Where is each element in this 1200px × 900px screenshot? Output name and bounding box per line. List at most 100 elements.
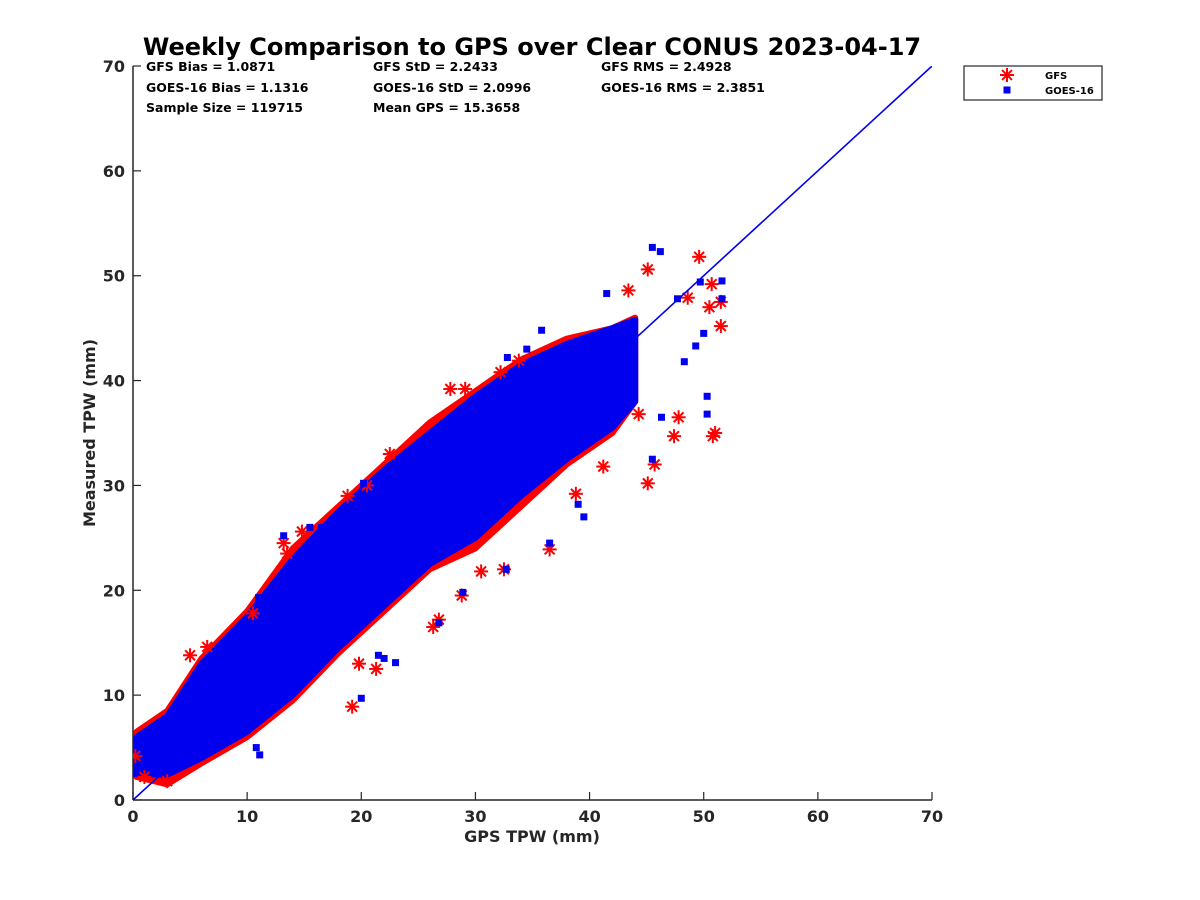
gfs-point xyxy=(702,300,717,315)
gfs-std-text: GFS StD = 2.2433 xyxy=(373,59,498,74)
goes16-point xyxy=(680,358,688,366)
goes16-point xyxy=(255,594,263,602)
gfs-point xyxy=(671,410,686,425)
y-axis-label: Measured TPW (mm) xyxy=(80,339,99,527)
goes16-point xyxy=(603,290,611,298)
goes16-point xyxy=(703,410,711,418)
goes16-point xyxy=(280,532,288,540)
x-tick-label: 0 xyxy=(127,807,138,826)
gfs-point xyxy=(713,319,728,334)
y-ticks: 0 10 20 30 40 50 60 70 xyxy=(103,57,141,810)
gfs-point xyxy=(352,656,367,671)
goes16-rms-text: GOES-16 RMS = 2.3851 xyxy=(601,80,765,95)
goes16-point xyxy=(648,243,656,251)
gfs-point xyxy=(511,353,526,368)
goes16-point xyxy=(656,248,664,256)
gfs-point xyxy=(245,606,260,621)
goes16-point xyxy=(459,588,467,596)
goes16-point xyxy=(374,651,382,659)
goes16-point xyxy=(546,539,554,547)
gfs-point xyxy=(137,769,152,784)
goes16-point xyxy=(703,392,711,400)
gfs-point xyxy=(631,407,646,422)
gfs-bias-text: GFS Bias = 1.0871 xyxy=(146,59,275,74)
legend: GFS GOES-16 xyxy=(963,65,1103,101)
gfs-point xyxy=(160,774,175,789)
goes16-point xyxy=(256,751,264,759)
gfs-point xyxy=(640,476,655,491)
x-axis-label: GPS TPW (mm) xyxy=(464,827,600,846)
goes16-point xyxy=(538,326,546,334)
goes16-point xyxy=(133,770,138,778)
gfs-point xyxy=(621,283,636,298)
goes16-point xyxy=(317,523,325,531)
goes16-core-band xyxy=(133,316,639,778)
y-tick-label: 0 xyxy=(114,791,125,810)
y-tick-label: 50 xyxy=(103,267,125,286)
gfs-point xyxy=(443,381,458,396)
gfs-point xyxy=(369,661,384,676)
goes16-point xyxy=(357,694,365,702)
goes16-point xyxy=(360,479,368,487)
x-tick-label: 60 xyxy=(807,807,829,826)
x-tick-label: 70 xyxy=(921,807,943,826)
legend-gfs-marker xyxy=(1000,68,1014,82)
gfs-point xyxy=(493,365,508,380)
gfs-point xyxy=(568,486,583,501)
stats-annotations: GFS Bias = 1.0871 GFS StD = 2.2433 GFS R… xyxy=(146,59,765,115)
gfs-point xyxy=(704,277,719,292)
legend-goes16-label: GOES-16 xyxy=(1045,86,1094,97)
goes16-point xyxy=(503,354,511,362)
gfs-point xyxy=(133,748,143,763)
gfs-point xyxy=(640,262,655,277)
y-tick-label: 20 xyxy=(103,581,125,600)
sample-size-text: Sample Size = 119715 xyxy=(146,100,303,115)
goes16-point xyxy=(252,744,260,752)
goes16-point xyxy=(523,345,531,353)
gfs-point xyxy=(667,429,682,444)
y-tick-label: 30 xyxy=(103,476,125,495)
y-tick-label: 10 xyxy=(103,686,125,705)
legend-box xyxy=(963,65,1103,101)
gfs-point xyxy=(705,429,720,444)
goes16-bias-text: GOES-16 Bias = 1.1316 xyxy=(146,80,309,95)
y-tick-label: 40 xyxy=(103,372,125,391)
one-to-one-line xyxy=(133,66,932,800)
gfs-point xyxy=(340,488,355,503)
goes16-point xyxy=(380,654,388,662)
goes16-point xyxy=(574,500,582,508)
x-tick-label: 10 xyxy=(236,807,258,826)
goes16-point xyxy=(580,513,588,521)
legend-gfs-label: GFS xyxy=(1045,71,1067,82)
mean-gps-text: Mean GPS = 15.3658 xyxy=(373,100,520,115)
gfs-point xyxy=(280,546,295,561)
gfs-point xyxy=(474,564,489,579)
goes16-point xyxy=(657,413,665,421)
goes16-series xyxy=(133,243,726,778)
x-tick-label: 30 xyxy=(464,807,486,826)
gfs-point xyxy=(294,524,309,539)
gfs-point xyxy=(596,459,611,474)
y-tick-label: 60 xyxy=(103,162,125,181)
y-tick-label: 70 xyxy=(103,57,125,76)
x-tick-label: 50 xyxy=(693,807,715,826)
legend-goes16-square xyxy=(1003,86,1011,94)
goes16-point xyxy=(648,455,656,463)
gfs-point xyxy=(276,536,291,551)
goes16-point xyxy=(718,277,726,285)
goes16-point xyxy=(718,295,726,303)
goes16-core-polygon xyxy=(133,316,639,778)
gfs-point xyxy=(458,381,473,396)
goes16-point xyxy=(306,523,314,531)
goes16-point xyxy=(696,278,704,286)
goes16-point xyxy=(700,329,708,337)
gfs-point xyxy=(382,446,397,461)
goes16-point xyxy=(502,565,510,573)
legend-goes16-marker xyxy=(1003,86,1011,94)
gfs-point xyxy=(183,648,198,663)
x-ticks: 0 10 20 30 40 50 60 70 xyxy=(127,792,943,826)
goes16-std-text: GOES-16 StD = 2.0996 xyxy=(373,80,531,95)
legend-gfs-asterisk xyxy=(1000,68,1014,82)
chart-title: Weekly Comparison to GPS over Clear CONU… xyxy=(143,33,921,61)
